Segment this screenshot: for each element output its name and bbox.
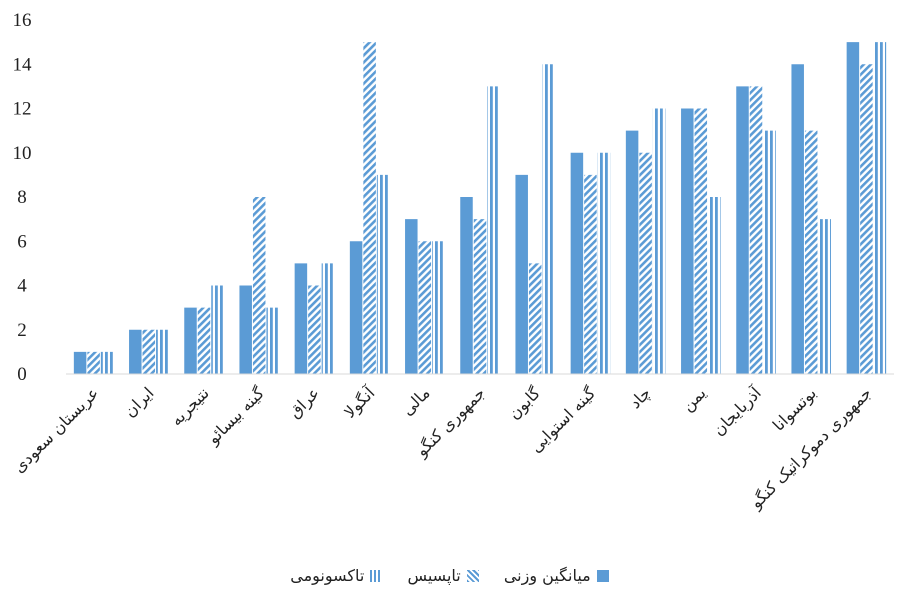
- bar-vertical: [321, 263, 335, 374]
- bar-vertical: [487, 86, 500, 374]
- bar-diagonal: [749, 86, 763, 374]
- legend-swatch-vertical: [370, 569, 383, 582]
- legend-item-topsis: تاپسیس: [407, 566, 479, 585]
- bar-vertical: [211, 285, 224, 374]
- bar-solid: [515, 174, 528, 374]
- bar-solid: [736, 86, 749, 374]
- bar-vertical: [432, 241, 445, 374]
- y-tick-label: 4: [17, 276, 27, 297]
- x-category-label: گینه بیسائو: [203, 383, 269, 449]
- bar-diagonal: [252, 197, 266, 374]
- legend-item-taxonomy: تاکسونومی: [290, 566, 383, 585]
- legend-item-weighted-average: میانگین وزنی: [504, 566, 609, 585]
- x-category-label: آنگولا: [340, 382, 380, 422]
- bar-vertical: [156, 329, 169, 374]
- bar-solid: [570, 152, 584, 374]
- bar-vertical: [708, 197, 721, 374]
- bar-solid: [681, 108, 694, 374]
- bar-solid: [349, 241, 363, 374]
- bar-solid: [294, 263, 308, 374]
- bar-diagonal: [308, 285, 321, 374]
- bar-diagonal: [87, 351, 100, 374]
- bar-diagonal: [639, 152, 652, 374]
- bar-solid: [405, 219, 418, 374]
- bar-solid: [129, 329, 142, 374]
- x-category-label: مالی: [398, 383, 434, 419]
- y-tick-label: 16: [13, 10, 32, 31]
- y-tick-label: 2: [17, 320, 27, 341]
- y-tick-label: 8: [17, 187, 27, 208]
- bar-solid: [846, 42, 860, 374]
- x-category-label: عراق: [285, 383, 324, 422]
- bar-vertical: [763, 130, 776, 374]
- bar-vertical: [376, 174, 390, 374]
- bar-vertical: [873, 42, 887, 374]
- bar-solid: [184, 307, 197, 374]
- bar-vertical: [818, 219, 831, 374]
- legend-label: تاکسونومی: [290, 566, 365, 585]
- bar-diagonal: [528, 263, 542, 374]
- x-category-label: عربستان سعودی: [9, 383, 103, 477]
- legend-label: تاپسیس: [407, 566, 461, 585]
- legend-swatch-diagonal: [466, 569, 479, 582]
- bar-vertical: [100, 351, 114, 374]
- bar-vertical: [652, 108, 666, 374]
- legend-label: میانگین وزنی: [503, 566, 591, 585]
- bar-diagonal: [694, 108, 708, 374]
- x-category-label: بوتسوانا: [769, 383, 821, 435]
- x-category-label: چاد: [626, 383, 655, 412]
- bar-diagonal: [860, 64, 873, 374]
- y-tick-label: 12: [13, 99, 32, 120]
- bar-solid: [460, 197, 473, 374]
- x-category-label: یمن: [678, 383, 710, 415]
- bar-diagonal: [363, 42, 376, 374]
- bar-vertical: [597, 152, 611, 374]
- bar-vertical: [266, 307, 279, 374]
- bar-solid: [791, 64, 804, 374]
- y-tick-label: 14: [13, 54, 33, 75]
- bar-solid: [239, 285, 252, 374]
- legend-swatch-solid: [596, 569, 609, 582]
- y-tick-label: 6: [17, 231, 27, 252]
- bar-solid: [73, 351, 87, 374]
- bar-diagonal: [197, 307, 211, 374]
- bar-diagonal: [142, 329, 156, 374]
- x-category-label: آذربایجان: [709, 382, 767, 440]
- x-category-label: نتیجریه: [167, 383, 214, 430]
- legend: میانگین وزنی تاپسیس تاکسونومی: [0, 566, 899, 586]
- y-tick-label: 0: [17, 364, 27, 385]
- bars: [73, 42, 887, 374]
- x-category-label: ایران: [120, 383, 158, 421]
- y-axis: 0 2 4 6 8 10 12 14 16: [13, 10, 33, 385]
- bar-diagonal: [804, 130, 818, 374]
- bar-diagonal: [584, 174, 597, 374]
- y-tick-label: 10: [13, 143, 32, 164]
- bar-solid: [625, 130, 639, 374]
- bar-vertical: [542, 64, 555, 374]
- bar-diagonal: [473, 219, 487, 374]
- bar-diagonal: [418, 241, 432, 374]
- x-category-label: گابون: [504, 383, 545, 424]
